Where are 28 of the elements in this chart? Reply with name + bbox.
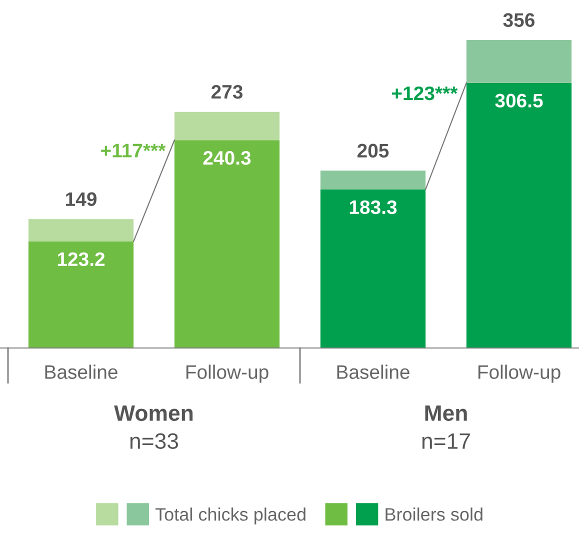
data-label: 240.3 <box>203 151 251 165</box>
annotation: +123*** <box>392 86 458 100</box>
x-tick-label: Baseline <box>45 364 118 379</box>
bar <box>466 82 572 348</box>
data-label: 123.2 <box>58 252 105 266</box>
total-label: 149 <box>66 192 96 206</box>
bar <box>28 241 134 348</box>
bar <box>320 189 426 348</box>
text: Men <box>425 405 467 421</box>
total-label: 273 <box>211 84 243 99</box>
x-tick-label: Follow-up <box>478 364 560 383</box>
bar <box>28 219 134 242</box>
data-label: 183.3 <box>350 200 397 214</box>
legend-label: Total chicks placed <box>155 508 306 524</box>
total-label: 205 <box>357 144 389 158</box>
bar <box>174 112 280 140</box>
legend-label: Broilers sold <box>386 508 482 521</box>
x-tick-label: Baseline <box>337 364 410 379</box>
text: n=17 <box>422 433 470 449</box>
bar <box>466 40 572 83</box>
text: n=33 <box>130 433 178 449</box>
bar <box>320 170 426 190</box>
x-tick-label: Follow-up <box>186 364 268 383</box>
text: Women <box>114 405 193 421</box>
bar <box>174 140 280 348</box>
total-label: 356 <box>503 13 535 27</box>
data-label: 306.5 <box>495 94 543 108</box>
annotation: +117*** <box>101 144 166 158</box>
